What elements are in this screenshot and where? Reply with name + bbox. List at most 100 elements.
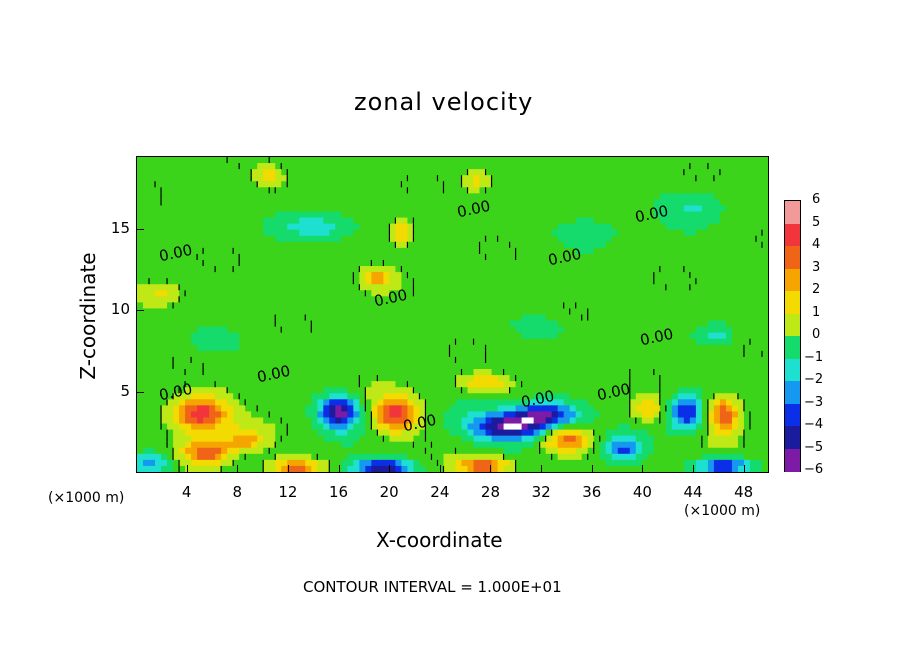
heatmap-cell	[383, 441, 390, 449]
heatmap-cell	[341, 266, 348, 273]
heatmap-cell	[155, 344, 162, 352]
heatmap-cell	[137, 381, 144, 388]
heatmap-cell	[509, 253, 517, 261]
heatmap-cell	[551, 247, 559, 255]
heatmap-cell	[239, 411, 246, 419]
heatmap-cell	[467, 417, 475, 425]
heatmap-cell	[353, 296, 360, 303]
heatmap-cell	[581, 338, 589, 346]
heatmap-cell	[323, 296, 330, 303]
heatmap-cell	[749, 211, 757, 219]
heatmap-cell	[305, 302, 312, 310]
heatmap-cell	[191, 423, 198, 431]
heatmap-cell	[749, 169, 757, 176]
heatmap-cell	[575, 429, 583, 437]
heatmap-cell	[755, 253, 763, 261]
heatmap-cell	[425, 405, 433, 413]
heatmap-cell	[191, 253, 198, 261]
heatmap-cell	[443, 296, 451, 303]
heatmap-cell	[359, 241, 366, 249]
heatmap-cell	[281, 266, 288, 273]
heatmap-cell	[623, 435, 631, 443]
heatmap-cell	[479, 284, 487, 291]
heatmap-cell	[287, 308, 294, 316]
heatmap-cell	[491, 272, 499, 279]
heatmap-cell	[533, 247, 541, 255]
heatmap-cell	[707, 199, 715, 207]
heatmap-cell	[611, 187, 619, 194]
heatmap-cell	[299, 435, 306, 443]
heatmap-cell	[587, 259, 595, 267]
heatmap-cell	[299, 399, 306, 406]
heatmap-cell	[671, 229, 679, 237]
heatmap-cell	[533, 302, 541, 310]
heatmap-cell	[509, 229, 517, 237]
heatmap-cell	[293, 247, 300, 255]
heatmap-cell	[659, 356, 667, 364]
heatmap-cell	[305, 247, 312, 255]
heatmap-cell	[389, 199, 397, 207]
heatmap-cell	[713, 326, 721, 334]
heatmap-cell	[665, 332, 673, 340]
heatmap-cell	[611, 362, 619, 370]
heatmap-cell	[761, 356, 768, 364]
heatmap-cell	[143, 163, 150, 170]
heatmap-cell	[611, 344, 619, 352]
heatmap-cell	[305, 411, 312, 419]
heatmap-cell	[647, 356, 655, 364]
heatmap-cell	[485, 278, 493, 285]
heatmap-cell	[515, 175, 523, 182]
heatmap-cell	[365, 259, 372, 267]
heatmap-cell	[425, 429, 433, 437]
heatmap-cell	[179, 247, 186, 255]
heatmap-cell	[221, 247, 228, 255]
heatmap-cell	[335, 199, 342, 207]
heatmap-cell	[689, 290, 697, 297]
heatmap-cell	[215, 266, 222, 273]
heatmap-cell	[155, 338, 162, 346]
heatmap-cell	[191, 369, 198, 376]
heatmap-cell	[347, 314, 354, 322]
heatmap-cell	[143, 387, 150, 394]
heatmap-cell	[719, 326, 727, 334]
heatmap-cell	[737, 211, 745, 219]
heatmap-cell	[527, 272, 535, 279]
heatmap-cell	[533, 326, 541, 334]
heatmap-cell	[587, 356, 595, 364]
heatmap-cell	[527, 405, 535, 413]
heatmap-cell	[437, 399, 445, 406]
heatmap-cell	[671, 193, 679, 201]
heatmap-cell	[425, 362, 433, 370]
heatmap-cell	[587, 235, 595, 243]
heatmap-cell	[389, 272, 397, 279]
heatmap-cell	[365, 326, 372, 334]
heatmap-cell	[149, 187, 156, 194]
heatmap-cell	[311, 423, 318, 431]
heatmap-cell	[293, 435, 300, 443]
heatmap-cell	[449, 405, 457, 413]
heatmap-cell	[725, 320, 733, 328]
heatmap-cell	[437, 356, 445, 364]
heatmap-cell	[365, 163, 372, 170]
heatmap-cell	[269, 157, 276, 164]
heatmap-cell	[593, 320, 601, 328]
heatmap-cell	[377, 314, 384, 322]
heatmap-cell	[443, 278, 451, 285]
heatmap-cell	[593, 163, 601, 170]
heatmap-cell	[239, 296, 246, 303]
heatmap-cell	[713, 217, 721, 225]
heatmap-cell	[299, 284, 306, 291]
heatmap-cell	[755, 199, 763, 207]
heatmap-cell	[551, 296, 559, 303]
heatmap-cell	[215, 217, 222, 225]
heatmap-cell	[473, 314, 481, 322]
heatmap-cell	[371, 193, 378, 201]
heatmap-cell	[293, 356, 300, 364]
heatmap-cell	[737, 308, 745, 316]
heatmap-cell	[461, 157, 469, 164]
heatmap-cell	[305, 399, 312, 406]
heatmap-cell	[713, 223, 721, 231]
heatmap-cell	[509, 326, 517, 334]
heatmap-cell	[197, 290, 204, 297]
heatmap-cell	[377, 332, 384, 340]
